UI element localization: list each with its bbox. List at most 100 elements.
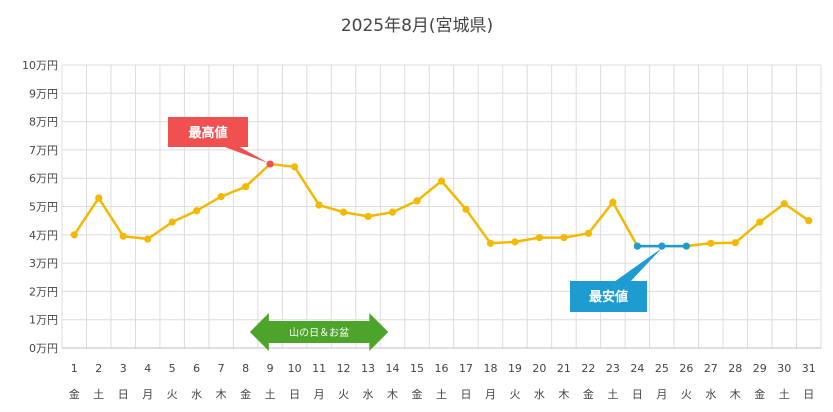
x-tick-day: 15 [410,362,424,375]
data-point [119,232,127,240]
data-point [486,239,495,247]
y-tick-label: 10万円 [22,59,58,72]
x-tick-weekday: 火 [338,388,349,401]
x-tick-day: 31 [802,362,816,375]
chart-title: 2025年8月(宮城県) [341,16,493,36]
y-tick-label: 4万円 [29,229,58,242]
x-tick-day: 9 [267,362,274,375]
x-tick-day: 4 [144,362,151,375]
x-tick-day: 30 [777,362,791,375]
x-tick-day: 12 [337,362,351,375]
data-point [609,198,617,206]
x-tick-day: 26 [679,362,693,375]
min-callout-label: 最安値 [589,289,628,305]
x-tick-weekday: 金 [583,387,594,401]
x-tick-day: 23 [606,362,620,375]
x-tick-weekday: 木 [730,388,741,401]
data-point [413,197,421,205]
x-tick-day: 27 [704,362,718,375]
data-point [70,231,78,239]
y-tick-label: 0万円 [29,342,58,355]
data-point [511,238,519,246]
x-tick-weekday: 土 [93,388,104,401]
min-data-point [658,242,666,250]
data-point [242,183,250,191]
x-tick-weekday: 土 [436,388,447,401]
x-tick-day: 3 [120,362,127,375]
x-tick-day: 2 [95,362,102,375]
data-point [168,218,176,226]
y-tick-label: 2万円 [29,285,58,298]
x-tick-weekday: 日 [289,388,300,401]
x-tick-day: 6 [193,362,200,375]
x-tick-weekday: 日 [632,388,643,401]
x-tick-day: 1 [71,362,78,375]
y-tick-label: 8万円 [29,116,58,129]
grid [61,64,822,349]
x-tick-weekday: 木 [216,388,227,401]
x-tick-weekday: 金 [412,387,423,401]
max-callout-label: 最高値 [188,125,227,141]
x-tick-day: 22 [581,362,595,375]
x-tick-day: 24 [630,362,644,375]
x-tick-weekday: 水 [191,388,202,401]
x-tick-day: 8 [242,362,249,375]
x-tick-weekday: 日 [460,388,471,401]
x-tick-weekday: 月 [142,388,153,401]
x-tick-day: 7 [218,362,225,375]
data-point [584,229,593,237]
x-tick-day: 21 [557,362,571,375]
data-point [462,205,470,213]
x-tick-day: 18 [483,362,497,375]
x-tick-weekday: 日 [803,388,814,401]
y-tick-label: 3万円 [29,257,58,270]
y-tick-label: 5万円 [29,201,58,214]
data-point [535,234,544,242]
data-point [364,212,372,221]
x-tick-day: 19 [508,362,522,375]
data-point [339,208,348,216]
data-point [805,217,813,225]
x-tick-weekday: 月 [314,388,325,401]
data-point [756,218,764,226]
x-tick-weekday: 日 [118,388,129,401]
x-tick-day: 29 [753,362,767,375]
data-point [560,234,568,242]
max-callout-pointer [222,146,269,164]
data-point [144,235,152,243]
x-tick-weekday: 水 [534,388,545,401]
data-point [315,201,323,209]
x-tick-day: 17 [459,362,473,375]
x-tick-weekday: 土 [607,388,618,401]
min-data-point [682,242,690,250]
x-tick-weekday: 月 [656,388,667,401]
x-tick-weekday: 金 [240,387,251,401]
holiday-label: 山の日＆お盆 [289,326,349,339]
x-tick-day: 28 [728,362,742,375]
x-tick-weekday: 木 [558,388,569,401]
data-point [437,177,446,185]
data-point [707,239,715,247]
data-point [95,194,103,202]
x-tick-weekday: 水 [363,388,374,401]
x-tick-day: 25 [655,362,669,375]
x-tick-weekday: 金 [69,387,80,401]
data-point [731,239,739,247]
y-tick-label: 9万円 [29,87,58,100]
y-axis-ticks: 0万円 1万円 2万円 3万円 4万円 5万円 6万円 7万円 8万円 9万円 10万円 [22,59,58,355]
x-tick-day: 5 [169,362,176,375]
x-tick-day: 20 [532,362,546,375]
min-callout-box [570,281,647,312]
x-tick-day: 13 [361,362,375,375]
x-tick-day: 10 [288,362,302,375]
data-point [290,163,299,171]
x-tick-day: 11 [312,362,326,375]
x-tick-weekday: 金 [754,387,765,401]
x-tick-weekday: 土 [779,388,790,401]
x-tick-weekday: 土 [265,388,276,401]
x-tick-weekday: 水 [705,388,716,401]
y-tick-label: 1万円 [29,314,58,327]
x-tick-weekday: 月 [485,388,496,401]
price-series [70,160,813,250]
